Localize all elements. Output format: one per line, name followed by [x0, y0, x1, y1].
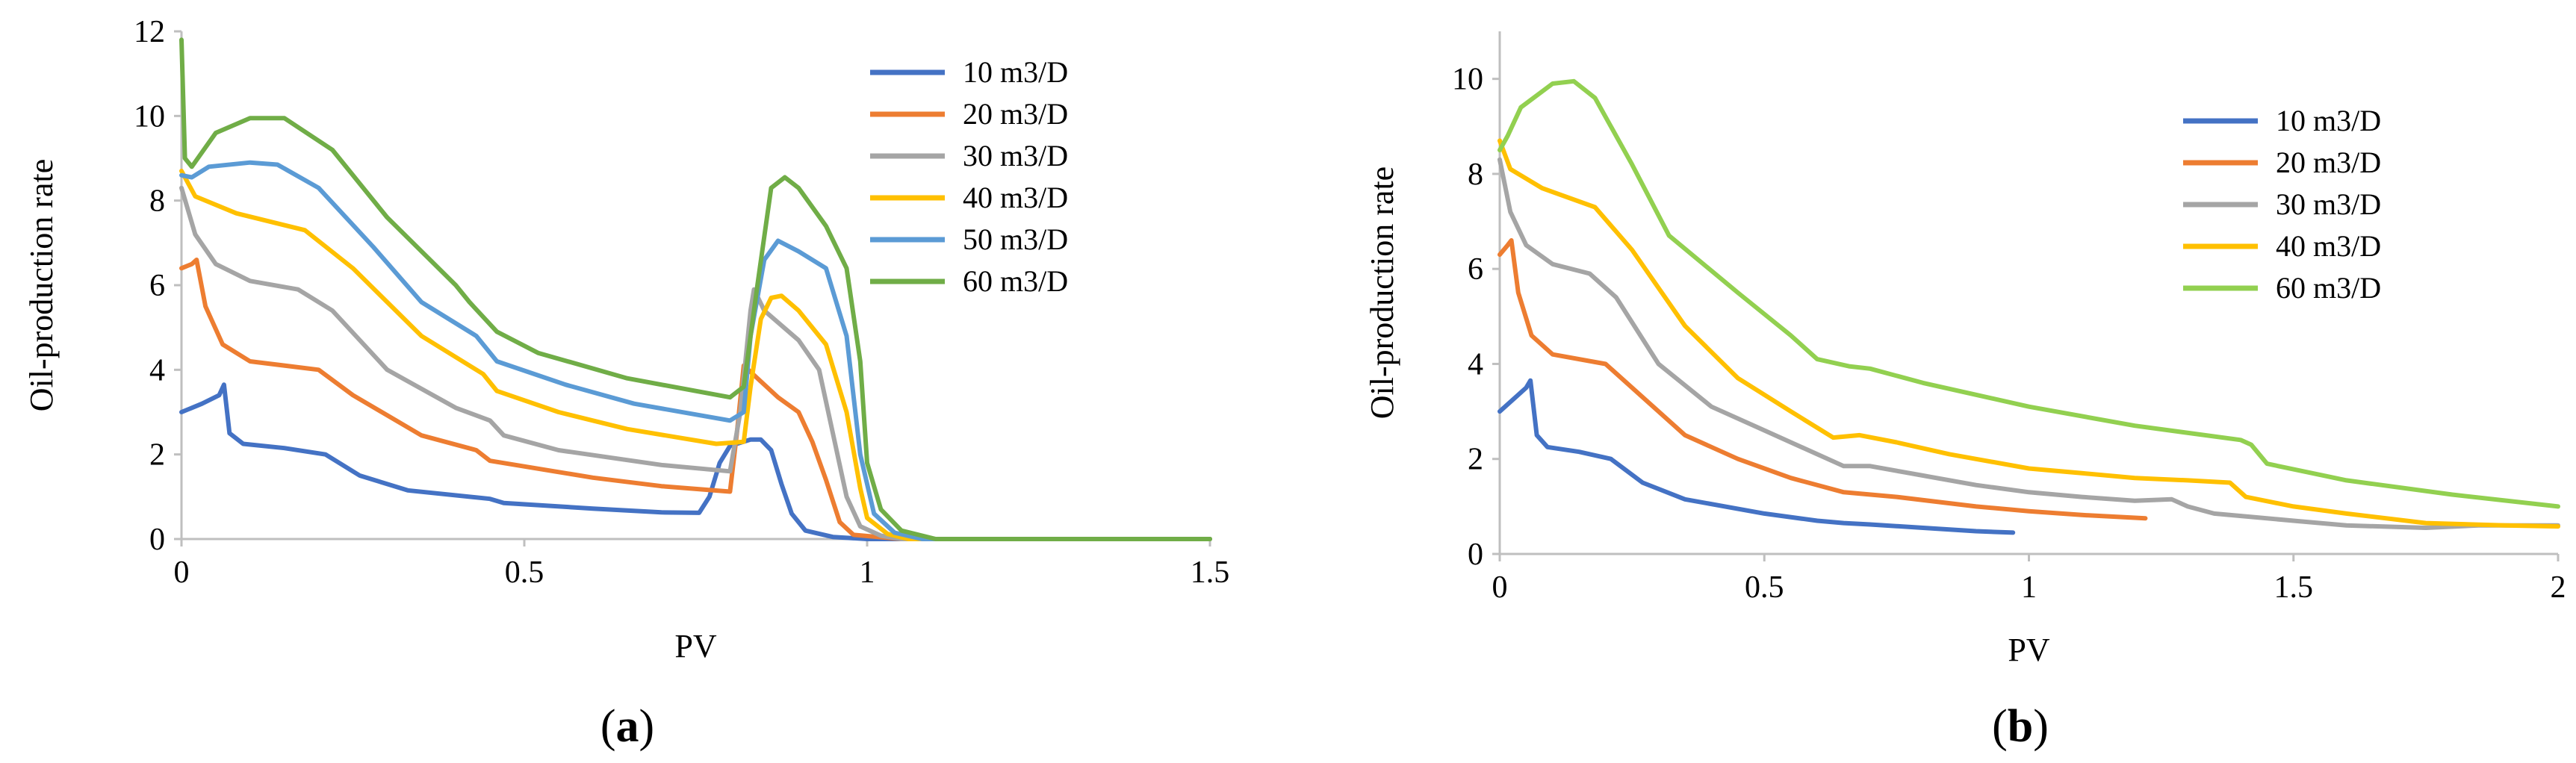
- y-tick-label: 0: [1468, 538, 1483, 572]
- series-line-30-m3-d: [179, 185, 1212, 541]
- chart-panel-a: 0 0.5 1 1.5 0 2 4 6 8 10 12 PV Oil-production rate 10…: [23, 15, 1229, 752]
- x-tick-label: 1: [860, 555, 875, 590]
- series-line-40-m3-d: [179, 169, 1212, 541]
- y-tick-label: 6: [149, 269, 165, 303]
- y-tick-label: 10: [1452, 63, 1483, 97]
- legend-label: 10 m3/D: [963, 55, 1068, 89]
- caption-paren-open: (: [1992, 701, 2008, 752]
- legend: 10 m3/D 20 m3/D 30 m3/D 40 m3/D 50 m3/D 60 m3…: [870, 55, 1068, 298]
- y-tick-label: 6: [1468, 252, 1483, 287]
- x-tick-label: 2: [2551, 570, 2566, 605]
- series-line-10-m3-d: [179, 382, 1212, 541]
- series-line-20-m3-d: [1498, 238, 2148, 521]
- x-tick-label: 1.5: [2274, 570, 2314, 605]
- x-tick-label: 0: [174, 555, 190, 590]
- legend-label: 50 m3/D: [963, 222, 1068, 256]
- legend-label: 40 m3/D: [2276, 229, 2381, 263]
- x-axis-label: PV: [2008, 632, 2049, 668]
- caption-paren-close: ): [639, 701, 655, 752]
- legend-label: 10 m3/D: [2276, 104, 2381, 137]
- y-tick-label: 4: [1468, 347, 1483, 382]
- series-line-30-m3-d: [1498, 157, 2560, 530]
- y-tick-label: 0: [149, 523, 165, 557]
- y-tick-label: 8: [149, 184, 165, 219]
- series-line-20-m3-d: [179, 258, 1212, 541]
- y-tick-label: 2: [149, 438, 165, 473]
- panel-caption: (a): [600, 701, 654, 752]
- y-tick-label: 12: [134, 15, 165, 49]
- legend-label: 20 m3/D: [963, 97, 1068, 131]
- caption-paren-open: (: [600, 701, 616, 752]
- legend-label: 30 m3/D: [963, 139, 1068, 172]
- panel-caption: (b): [1992, 701, 2049, 752]
- caption-letter: a: [616, 701, 639, 752]
- legend-label: 60 m3/D: [2276, 271, 2381, 305]
- x-tick-label: 0.5: [505, 555, 544, 590]
- series-line-40-m3-d: [1498, 138, 2560, 529]
- series-line-60-m3-d: [1498, 78, 2560, 509]
- legend: 10 m3/D 20 m3/D 30 m3/D 40 m3/D 60 m3/D: [2183, 104, 2381, 305]
- caption-paren-close: ): [2033, 701, 2049, 752]
- y-tick-label: 8: [1468, 158, 1483, 192]
- y-tick-label: 10: [134, 99, 165, 134]
- chart-panel-b: 0 0.5 1 1.5 2 0 2 4 6 8 10 PV Oil-production rate 10 …: [1364, 31, 2566, 752]
- y-tick-label: 4: [149, 353, 165, 387]
- x-tick-label: 1.5: [1191, 555, 1230, 590]
- legend-label: 20 m3/D: [2276, 146, 2381, 179]
- x-tick-label: 0.5: [1745, 570, 1784, 605]
- series-line-10-m3-d: [1498, 378, 2016, 535]
- x-axis-label: PV: [674, 628, 716, 664]
- legend-label: 30 m3/D: [2276, 187, 2381, 221]
- y-tick-label: 2: [1468, 443, 1483, 477]
- series-line-50-m3-d: [179, 160, 1212, 541]
- series-line-60-m3-d: [179, 37, 1212, 541]
- caption-letter: b: [2008, 701, 2033, 752]
- y-axis-label: Oil-production rate: [23, 159, 60, 411]
- legend-label: 60 m3/D: [963, 264, 1068, 298]
- x-tick-label: 1: [2021, 570, 2037, 605]
- y-axis-label: Oil-production rate: [1364, 166, 1400, 419]
- x-tick-label: 0: [1492, 570, 1508, 605]
- legend-label: 40 m3/D: [963, 181, 1068, 214]
